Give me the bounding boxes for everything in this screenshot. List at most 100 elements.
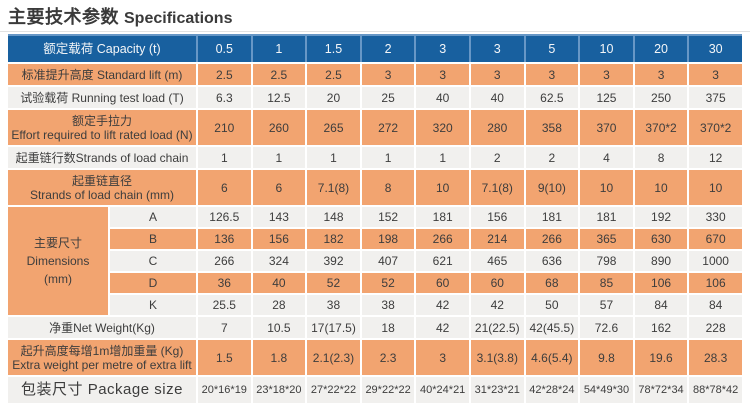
cell-capacity-col1-text: 1 <box>275 42 283 56</box>
cell-dim-c-col8: 890 <box>634 251 688 271</box>
cell-dim-d-col4-text: 60 <box>435 276 450 290</box>
row-label-package-size: 包装尺寸 Package size <box>8 377 196 403</box>
cell-net-weight-col3: 18 <box>361 317 415 338</box>
cell-rated-effort-col3-text: 272 <box>378 120 399 135</box>
row-label-dim-d: D <box>110 273 196 293</box>
cell-dim-d-col8-text: 106 <box>651 276 672 290</box>
cell-strands-of-load-chain-col5-text: 2 <box>493 150 501 165</box>
cell-rated-effort-col5-text: 280 <box>487 120 508 135</box>
cell-chain-diameter-col9-text: 10 <box>708 180 723 195</box>
cell-dim-k-col6: 50 <box>525 295 579 315</box>
cell-dim-a-col5: 156 <box>470 207 524 227</box>
cell-dim-k-col7-text: 57 <box>599 298 614 312</box>
cell-standard-lift-col5-text: 3 <box>493 67 501 82</box>
cell-dim-d-col3-text: 52 <box>381 276 395 290</box>
cell-standard-lift-col7: 3 <box>580 64 633 85</box>
cell-extra-weight-col0: 1.5 <box>198 340 251 375</box>
cell-chain-diameter-col1-text: 6 <box>275 180 283 195</box>
cell-dim-a-col6: 181 <box>525 207 579 227</box>
cell-running-test-load-col9-text: 375 <box>705 90 726 105</box>
cell-dim-k-col1-text: 28 <box>272 298 286 312</box>
cell-rated-effort-col4-text: 320 <box>432 120 453 135</box>
cell-dim-k-col0-text: 25.5 <box>212 298 236 312</box>
cell-running-test-load-col3-text: 25 <box>381 90 395 105</box>
cell-dim-a-col0: 126.5 <box>198 207 251 227</box>
cell-dim-b-col2-text: 182 <box>323 232 344 246</box>
cell-strands-of-load-chain-col7: 4 <box>580 147 633 168</box>
page-title-en: Specifications <box>124 10 233 27</box>
cell-dim-b-col4: 266 <box>416 229 469 249</box>
cell-capacity-col6: 5 <box>525 36 579 62</box>
cell-rated-effort-col7: 370 <box>580 110 633 145</box>
cell-dim-c-col7: 798 <box>580 251 633 271</box>
row-label-dim-d-text: D <box>148 276 158 290</box>
spec-row-rated-effort: 额定手拉力 Effort required to lift rated load … <box>8 110 742 145</box>
row-label-chain-diameter-text: 起重链直径 <box>71 173 132 188</box>
page-title: 主要技术参数 Specifications <box>8 3 750 29</box>
cell-dim-d-col9: 106 <box>689 273 742 293</box>
cell-extra-weight-col6-text: 4.6(5.4) <box>531 350 573 365</box>
cell-capacity-col2: 1.5 <box>307 36 360 62</box>
cell-standard-lift-col2-text: 2.5 <box>325 67 342 82</box>
cell-dim-a-col9-text: 330 <box>705 210 726 224</box>
cell-rated-effort-col2: 265 <box>307 110 360 145</box>
cell-net-weight-col3-text: 18 <box>381 320 395 335</box>
cell-standard-lift-col0: 2.5 <box>198 64 251 85</box>
cell-dim-d-col1: 40 <box>252 273 306 293</box>
cell-dim-b-col9: 670 <box>689 229 742 249</box>
row-label-dim-k-text: K <box>148 298 157 312</box>
cell-running-test-load-col4: 40 <box>416 87 469 108</box>
row-label-dim-b-text: B <box>148 232 157 246</box>
title-divider <box>0 31 750 32</box>
cell-strands-of-load-chain-col4: 1 <box>416 147 469 168</box>
spec-row-standard-lift: 标准提升高度 Standard lift (m) 2.5 2.5 2.5 3 3 3 3 3 3 3 <box>8 64 742 85</box>
cell-capacity-col5-text: 3 <box>493 42 501 56</box>
row-label-dim-k: K <box>110 295 196 315</box>
cell-capacity-col7: 10 <box>580 36 633 62</box>
cell-standard-lift-col0-text: 2.5 <box>215 67 233 82</box>
cell-chain-diameter-col8: 10 <box>634 170 688 205</box>
cell-capacity-col0: 0.5 <box>198 36 251 62</box>
cell-net-weight-col6-text: 42(45.5) <box>529 320 575 335</box>
cell-rated-effort-col7-text: 370 <box>596 120 617 135</box>
cell-dim-c-col6: 636 <box>525 251 579 271</box>
cell-dim-a-col2: 148 <box>307 207 360 227</box>
spec-row-dim-k: K 25.5 28 38 38 42 42 50 57 84 84 <box>110 295 742 315</box>
cell-rated-effort-col0: 210 <box>198 110 251 145</box>
dimensions-group-label: 主要尺寸 Dimensions (mm) <box>8 207 108 315</box>
cell-chain-diameter-col3: 8 <box>361 170 415 205</box>
cell-dim-d-col0: 36 <box>198 273 251 293</box>
cell-dim-a-col7: 181 <box>580 207 633 227</box>
cell-running-test-load-col0: 6.3 <box>198 87 251 108</box>
cell-dim-b-col9-text: 670 <box>705 232 726 246</box>
cell-strands-of-load-chain-col6-text: 2 <box>548 150 556 165</box>
cell-dim-c-col5: 465 <box>470 251 524 271</box>
cell-dim-b-col4-text: 266 <box>432 232 453 246</box>
cell-chain-diameter-col2: 7.1(8) <box>307 170 360 205</box>
cell-standard-lift-col2: 2.5 <box>307 64 360 85</box>
spec-row-net-weight: 净重Net Weight(Kg) 7 10.5 17(17.5) 18 42 21(22.5… <box>8 317 742 338</box>
row-label-rated-effort-text: 额定手拉力 <box>71 113 132 128</box>
cell-dim-a-col7-text: 181 <box>596 210 617 224</box>
capacity-header-row: 额定载荷 Capacity (t) 0.5 1 1.5 2 3 3 5 10 20 30 <box>8 34 742 62</box>
cell-dim-b-col2: 182 <box>307 229 360 249</box>
cell-standard-lift-col5: 3 <box>470 64 524 85</box>
cell-dim-b-col6: 266 <box>525 229 579 249</box>
cell-dim-k-col9: 84 <box>689 295 742 315</box>
spec-row-dim-a: A 126.5 143 148 152 181 156 181 181 192 330 <box>110 207 742 227</box>
cell-package-size-col3: 29*22*22 <box>361 377 415 403</box>
cell-dim-c-col7-text: 798 <box>596 254 617 268</box>
cell-package-size-col0: 20*16*19 <box>198 377 251 403</box>
cell-extra-weight-col8-text: 19.6 <box>649 350 673 365</box>
cell-package-size-col4-text: 40*24*21 <box>420 384 466 396</box>
cell-net-weight-col0-text: 7 <box>220 320 228 335</box>
cell-package-size-col9: 88*78*42 <box>689 377 742 403</box>
cell-net-weight-col2-text: 17(17.5) <box>311 320 356 335</box>
cell-strands-of-load-chain-col0-text: 1 <box>220 150 228 165</box>
cell-dim-b-col0-text: 136 <box>214 232 235 246</box>
cell-strands-of-load-chain-col1: 1 <box>252 147 306 168</box>
cell-dim-k-col6-text: 50 <box>545 298 559 312</box>
cell-dim-d-col8: 106 <box>634 273 688 293</box>
cell-running-test-load-col9: 375 <box>689 87 742 108</box>
cell-dim-c-col2: 392 <box>307 251 360 271</box>
